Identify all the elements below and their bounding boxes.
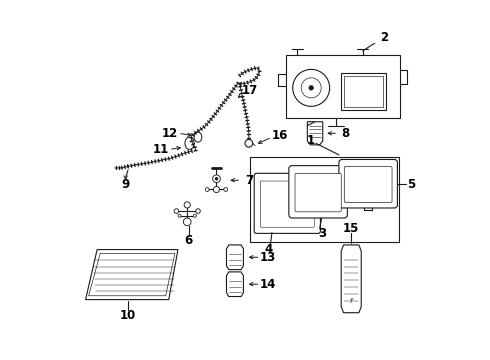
Circle shape <box>245 139 253 147</box>
Text: 3: 3 <box>318 227 326 240</box>
FancyBboxPatch shape <box>339 159 397 208</box>
Circle shape <box>213 186 220 193</box>
Circle shape <box>196 209 200 213</box>
Circle shape <box>224 188 228 192</box>
Text: 11: 11 <box>153 143 169 156</box>
Circle shape <box>183 218 191 226</box>
Circle shape <box>194 214 196 217</box>
Text: 10: 10 <box>120 309 136 322</box>
Circle shape <box>178 214 181 217</box>
Text: 6: 6 <box>185 234 193 247</box>
Text: 1: 1 <box>306 134 315 147</box>
Text: 8: 8 <box>342 127 350 140</box>
Bar <box>286 55 400 118</box>
FancyBboxPatch shape <box>295 173 341 212</box>
Text: 14: 14 <box>260 278 276 291</box>
Text: 12: 12 <box>162 127 178 140</box>
Text: 15: 15 <box>343 221 359 234</box>
Text: 2: 2 <box>380 31 389 44</box>
Circle shape <box>309 86 314 90</box>
Circle shape <box>174 209 179 213</box>
Text: 9: 9 <box>122 177 130 190</box>
Bar <box>250 157 399 242</box>
Circle shape <box>213 175 220 183</box>
Circle shape <box>301 78 321 98</box>
Circle shape <box>205 188 209 192</box>
Text: 4: 4 <box>264 243 272 256</box>
Text: f: f <box>350 298 352 304</box>
Circle shape <box>184 202 190 208</box>
FancyBboxPatch shape <box>344 166 392 203</box>
FancyBboxPatch shape <box>260 181 314 227</box>
Text: 7: 7 <box>245 174 253 187</box>
Text: 17: 17 <box>242 85 258 98</box>
FancyBboxPatch shape <box>341 73 386 110</box>
FancyBboxPatch shape <box>289 166 347 218</box>
FancyBboxPatch shape <box>344 76 383 107</box>
Text: 16: 16 <box>271 129 288 142</box>
FancyBboxPatch shape <box>254 173 320 233</box>
Text: 5: 5 <box>407 177 416 190</box>
Circle shape <box>215 177 218 180</box>
Text: 13: 13 <box>260 251 276 264</box>
Circle shape <box>293 69 330 106</box>
